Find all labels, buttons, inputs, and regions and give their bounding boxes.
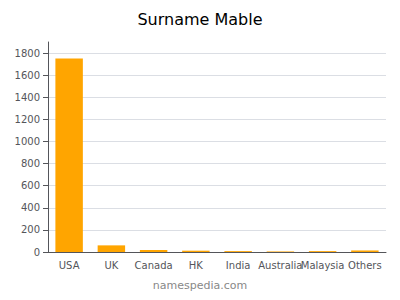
svg-text:USA: USA [59,260,80,271]
svg-text:1400: 1400 [15,92,40,103]
svg-text:UK: UK [104,260,118,271]
svg-text:600: 600 [21,180,40,191]
svg-text:India: India [226,260,251,271]
svg-text:1800: 1800 [15,48,40,59]
svg-text:HK: HK [189,260,204,271]
svg-text:Others: Others [348,260,382,271]
svg-text:Surname Mable: Surname Mable [137,10,262,29]
svg-text:400: 400 [21,202,40,213]
svg-text:namespedia.com: namespedia.com [153,279,247,292]
svg-text:1200: 1200 [15,114,40,125]
svg-text:1600: 1600 [15,70,40,81]
svg-text:800: 800 [21,158,40,169]
svg-text:Canada: Canada [135,260,173,271]
svg-text:1000: 1000 [15,136,40,147]
svg-text:200: 200 [21,224,40,235]
svg-text:0: 0 [34,247,40,258]
svg-text:Australia: Australia [258,260,302,271]
svg-text:Malaysia: Malaysia [301,260,345,271]
